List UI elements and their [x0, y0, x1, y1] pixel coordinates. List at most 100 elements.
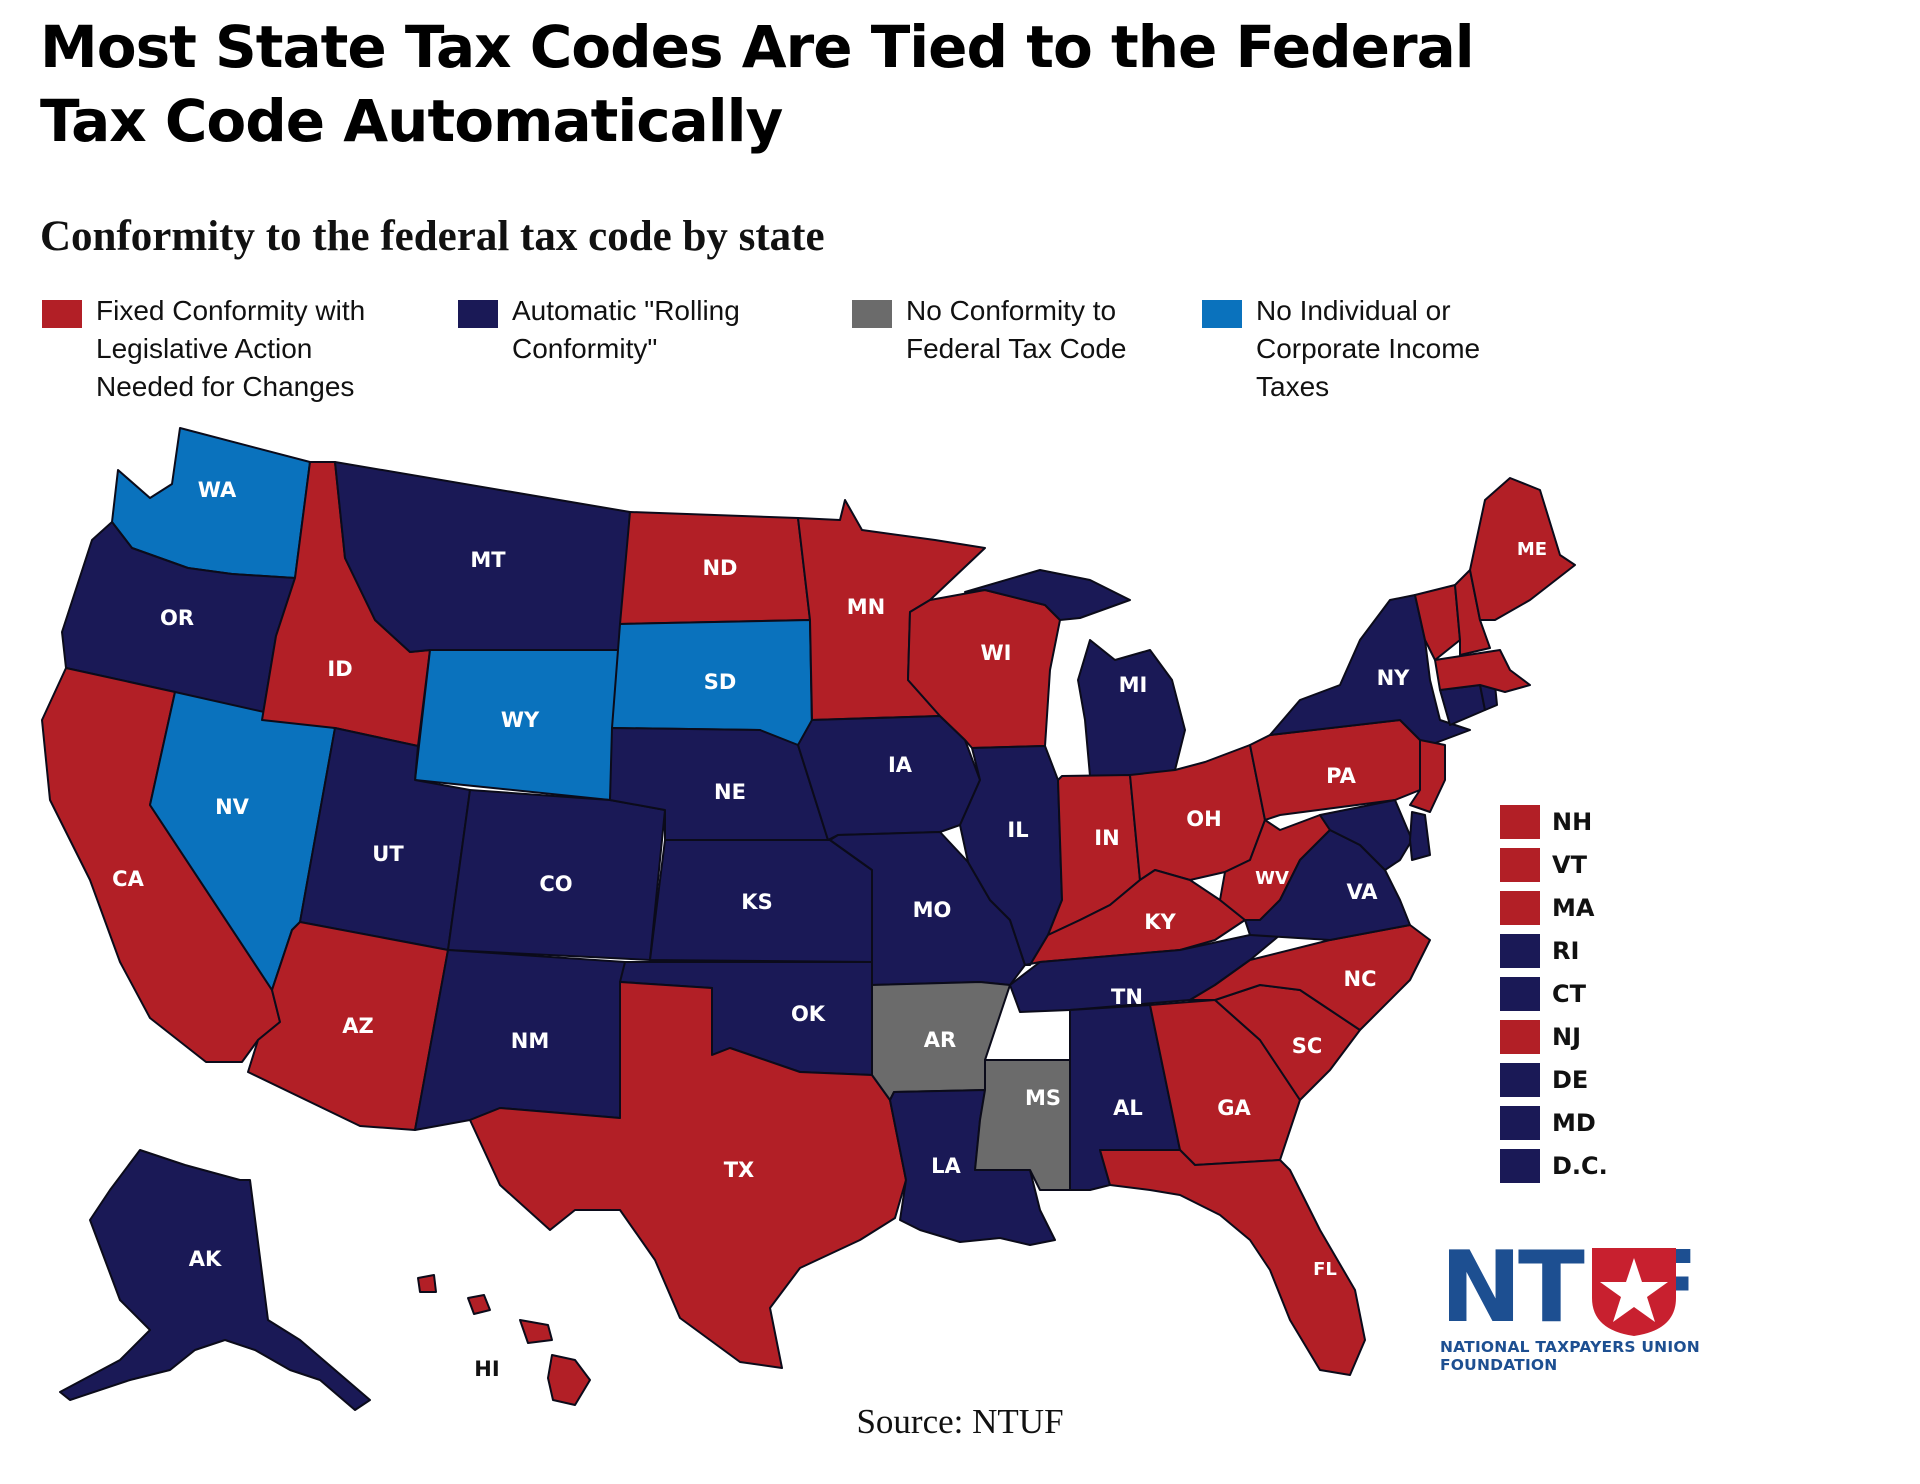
- legend-label-none: No Conformity to Federal Tax Code: [906, 295, 1127, 364]
- label-fl: FL: [1313, 1259, 1337, 1280]
- label-ut: UT: [372, 842, 404, 866]
- label-ca: CA: [112, 867, 144, 891]
- state-nc[interactable]: [1189, 924, 1431, 1031]
- label-wv: WV: [1255, 868, 1289, 889]
- small-state-row: NH: [1500, 802, 1592, 842]
- small-state-label: NJ: [1552, 1023, 1582, 1051]
- state-md[interactable]: [1319, 799, 1413, 871]
- legend-swatch-rolling: [458, 300, 498, 328]
- label-ak: AK: [189, 1247, 222, 1271]
- state-mi-lower[interactable]: [1077, 639, 1186, 777]
- label-or: OR: [160, 606, 194, 630]
- small-state-swatch: [1500, 891, 1540, 925]
- state-tx[interactable]: [469, 981, 907, 1369]
- legend-label-no-tax: No Individual or Corporate Income Taxes: [1256, 295, 1481, 402]
- legend-swatch-fixed: [42, 300, 82, 328]
- small-state-label: D.C.: [1552, 1152, 1608, 1180]
- state-ms[interactable]: [974, 1059, 1071, 1191]
- state-ma[interactable]: [1434, 649, 1531, 693]
- legend-label-fixed: Fixed Conformity with Legislative Action…: [96, 295, 366, 402]
- label-oh: OH: [1186, 807, 1221, 831]
- label-nc: NC: [1344, 967, 1377, 991]
- label-wi: WI: [981, 641, 1012, 665]
- label-va: VA: [1346, 880, 1378, 904]
- small-state-row: VT: [1500, 845, 1587, 885]
- small-state-row: D.C.: [1500, 1146, 1608, 1186]
- label-mn: MN: [847, 595, 885, 619]
- small-state-row: DE: [1500, 1060, 1588, 1100]
- label-mt: MT: [470, 548, 506, 572]
- label-hi: HI: [474, 1357, 499, 1381]
- small-state-label: CT: [1552, 980, 1586, 1008]
- label-wy: WY: [501, 708, 540, 732]
- state-hi-1[interactable]: [417, 1274, 437, 1293]
- small-state-swatch: [1500, 848, 1540, 882]
- label-ks: KS: [741, 890, 772, 914]
- label-ar: AR: [924, 1028, 956, 1052]
- small-state-swatch: [1500, 1063, 1540, 1097]
- label-al: AL: [1113, 1096, 1143, 1120]
- label-ne: NE: [714, 780, 746, 804]
- label-id: ID: [327, 657, 352, 681]
- label-nm: NM: [511, 1029, 549, 1053]
- state-mi[interactable]: [964, 569, 1131, 621]
- label-nv: NV: [215, 795, 250, 819]
- ntuf-logo: NT F NATIONAL TAXPAYERS UNION FOUNDATION: [1440, 1238, 1780, 1374]
- small-state-row: NJ: [1500, 1017, 1581, 1057]
- logo-subtitle: NATIONAL TAXPAYERS UNION FOUNDATION: [1440, 1338, 1700, 1374]
- legend-item-fixed: Fixed Conformity with Legislative Action…: [42, 292, 365, 406]
- label-wa: WA: [198, 478, 237, 502]
- small-state-row: MD: [1500, 1103, 1596, 1143]
- small-state-swatch: [1500, 1106, 1540, 1140]
- legend: Fixed Conformity with Legislative Action…: [0, 292, 1600, 412]
- state-de[interactable]: [1409, 811, 1431, 861]
- map-subtitle: Conformity to the federal tax code by st…: [40, 213, 825, 260]
- state-hi-4[interactable]: [547, 1354, 591, 1406]
- state-hi-2[interactable]: [467, 1294, 491, 1315]
- label-az: AZ: [342, 1014, 373, 1038]
- small-state-swatch: [1500, 1020, 1540, 1054]
- small-state-label: MD: [1552, 1109, 1596, 1137]
- small-state-row: CT: [1500, 974, 1586, 1014]
- label-mo: MO: [913, 898, 952, 922]
- small-state-swatch: [1500, 934, 1540, 968]
- state-nj[interactable]: [1409, 739, 1446, 813]
- label-pa: PA: [1326, 764, 1356, 788]
- state-mo[interactable]: [829, 831, 1026, 986]
- label-ia: IA: [888, 753, 913, 777]
- label-tn: TN: [1111, 985, 1143, 1009]
- page-title: Most State Tax Codes Are Tied to the Fed…: [40, 13, 1475, 155]
- legend-swatch-no-tax: [1202, 300, 1242, 328]
- label-tx: TX: [724, 1158, 755, 1182]
- label-ny: NY: [1377, 666, 1411, 690]
- state-fl[interactable]: [1099, 1149, 1366, 1376]
- state-me[interactable]: [1469, 477, 1576, 621]
- small-state-label: RI: [1552, 937, 1580, 965]
- label-ok: OK: [791, 1002, 826, 1026]
- label-ky: KY: [1144, 910, 1176, 934]
- shield-star-icon: [1592, 1248, 1676, 1336]
- state-ia[interactable]: [797, 715, 981, 841]
- small-state-row: RI: [1500, 931, 1579, 971]
- label-sc: SC: [1292, 1034, 1323, 1058]
- small-state-swatch: [1500, 977, 1540, 1011]
- label-ms: MS: [1025, 1086, 1061, 1110]
- label-ga: GA: [1217, 1096, 1251, 1120]
- legend-swatch-none: [852, 300, 892, 328]
- legend-item-no-tax: No Individual or Corporate Income Taxes: [1202, 292, 1480, 406]
- state-co[interactable]: [447, 789, 666, 961]
- state-ct[interactable]: [1439, 684, 1486, 726]
- label-me: ME: [1517, 539, 1547, 560]
- small-state-swatch: [1500, 805, 1540, 839]
- small-state-label: VT: [1552, 851, 1587, 879]
- small-state-label: DE: [1552, 1066, 1589, 1094]
- state-hi-3[interactable]: [519, 1319, 553, 1344]
- label-co: CO: [539, 872, 572, 896]
- state-vt[interactable]: [1414, 584, 1461, 661]
- state-ak[interactable]: [59, 1149, 371, 1411]
- label-nd: ND: [702, 556, 737, 580]
- legend-item-rolling: Automatic "Rolling Conformity": [458, 292, 740, 368]
- label-la: LA: [931, 1154, 961, 1178]
- small-state-label: MA: [1552, 894, 1595, 922]
